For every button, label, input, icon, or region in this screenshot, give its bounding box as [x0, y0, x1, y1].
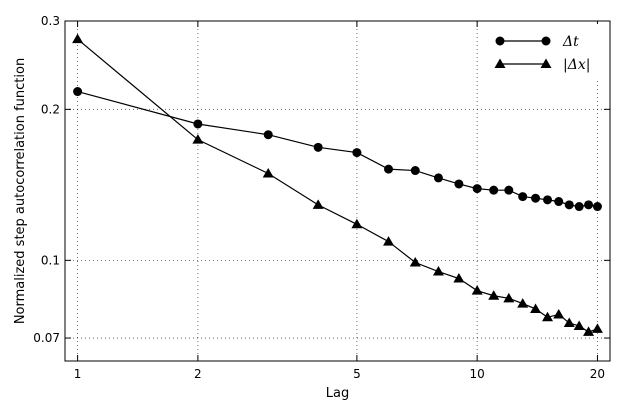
legend-marker-abs-delta-x: [540, 58, 552, 68]
plot-frame: [64, 20, 611, 362]
data-point: [489, 185, 499, 195]
data-point: [192, 134, 204, 144]
x-tick-label: 2: [194, 367, 202, 381]
data-point: [383, 236, 395, 246]
legend-box: [488, 24, 603, 78]
data-point: [471, 285, 483, 295]
legend-entry-delta-t: Δt: [495, 34, 579, 50]
series-delta-t: [73, 87, 602, 212]
data-point: [263, 130, 273, 140]
y-tick-label: 0.3: [41, 14, 60, 28]
y-axis-label: Normalized step autocorrelation function: [13, 58, 28, 324]
data-point: [433, 173, 443, 183]
data-point: [574, 202, 584, 212]
data-point: [584, 200, 594, 210]
data-point: [410, 166, 420, 176]
legend-marker-delta-t: [495, 36, 505, 46]
legend: Δt |Δx|: [488, 24, 603, 78]
data-point: [472, 184, 482, 194]
data-point: [531, 193, 541, 203]
data-point: [73, 87, 83, 97]
data-point: [553, 308, 565, 319]
axis-ticks: 1 2 5 10 20 0.07 0.1 0.2 0.3: [33, 14, 610, 381]
data-point: [313, 142, 323, 152]
legend-marker-delta-t: [541, 36, 551, 46]
x-tick-label: 20: [590, 367, 605, 381]
series-abs-delta-x: [72, 33, 603, 336]
x-tick-label: 1: [74, 367, 82, 381]
data-point: [583, 326, 595, 336]
data-point: [488, 290, 500, 300]
data-point: [384, 164, 394, 174]
x-tick-label: 10: [470, 367, 485, 381]
data-point: [503, 292, 515, 303]
data-point: [554, 197, 564, 207]
data-point: [543, 195, 553, 205]
legend-marker-abs-delta-x: [494, 58, 506, 68]
data-point: [563, 317, 575, 328]
data-point: [262, 167, 274, 178]
y-tick-label: 0.1: [41, 253, 60, 267]
data-point: [592, 202, 602, 212]
data-point: [591, 323, 603, 333]
data-point: [312, 199, 324, 209]
legend-label-abs-delta-x: |Δx|: [563, 57, 590, 73]
y-tick-label: 0.07: [33, 331, 60, 345]
data-point: [573, 320, 585, 330]
data-point: [564, 200, 574, 210]
data-point: [453, 273, 465, 283]
legend-label-delta-t: Δt: [562, 34, 579, 50]
data-point: [518, 192, 528, 202]
data-point: [542, 311, 554, 322]
data-point: [530, 303, 542, 313]
data-point: [504, 185, 514, 195]
y-tick-label: 0.2: [41, 102, 60, 116]
data-point: [432, 266, 444, 276]
data-point: [351, 218, 363, 229]
data-point: [409, 257, 421, 267]
data-point: [72, 33, 84, 44]
x-tick-label: 5: [353, 367, 361, 381]
x-axis-label: Lag: [326, 386, 349, 401]
data-point: [517, 298, 529, 308]
data-point: [193, 119, 203, 129]
data-point: [454, 179, 464, 189]
series-layer: [72, 33, 603, 336]
legend-entry-abs-delta-x: |Δx|: [494, 57, 590, 73]
data-point: [352, 148, 362, 158]
